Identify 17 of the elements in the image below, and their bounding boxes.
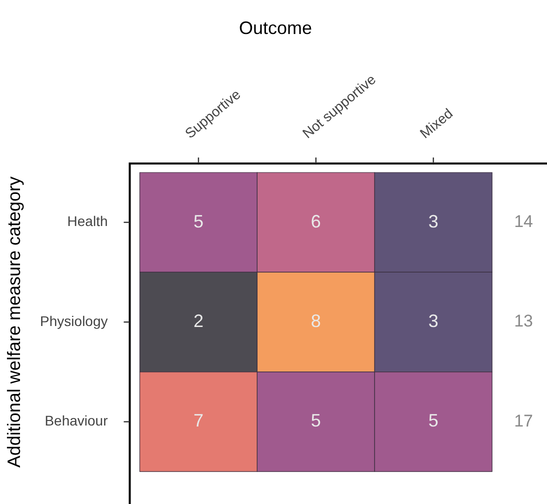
data-label: 3 — [428, 311, 438, 332]
y-tick-label: Behaviour — [44, 412, 108, 429]
y-tick-label: Physiology — [40, 312, 108, 329]
data-label: 8 — [310, 311, 321, 332]
data-label: 2 — [193, 311, 204, 332]
data-label: 7 — [193, 410, 204, 431]
data-label: 5 — [193, 211, 204, 232]
y2-tick-label: 14 — [514, 212, 534, 232]
data-label: 5 — [428, 410, 438, 431]
chart-title: Outcome — [238, 18, 312, 38]
data-label: 6 — [310, 211, 321, 232]
y2-tick-label: 13 — [514, 312, 534, 331]
y2-tick-label: 17 — [514, 411, 534, 430]
data-label: 3 — [428, 211, 438, 232]
y-axis-title: Additional welfare measure category — [4, 176, 24, 468]
y-tick-label: Health — [67, 213, 108, 230]
data-label: 5 — [310, 410, 321, 431]
